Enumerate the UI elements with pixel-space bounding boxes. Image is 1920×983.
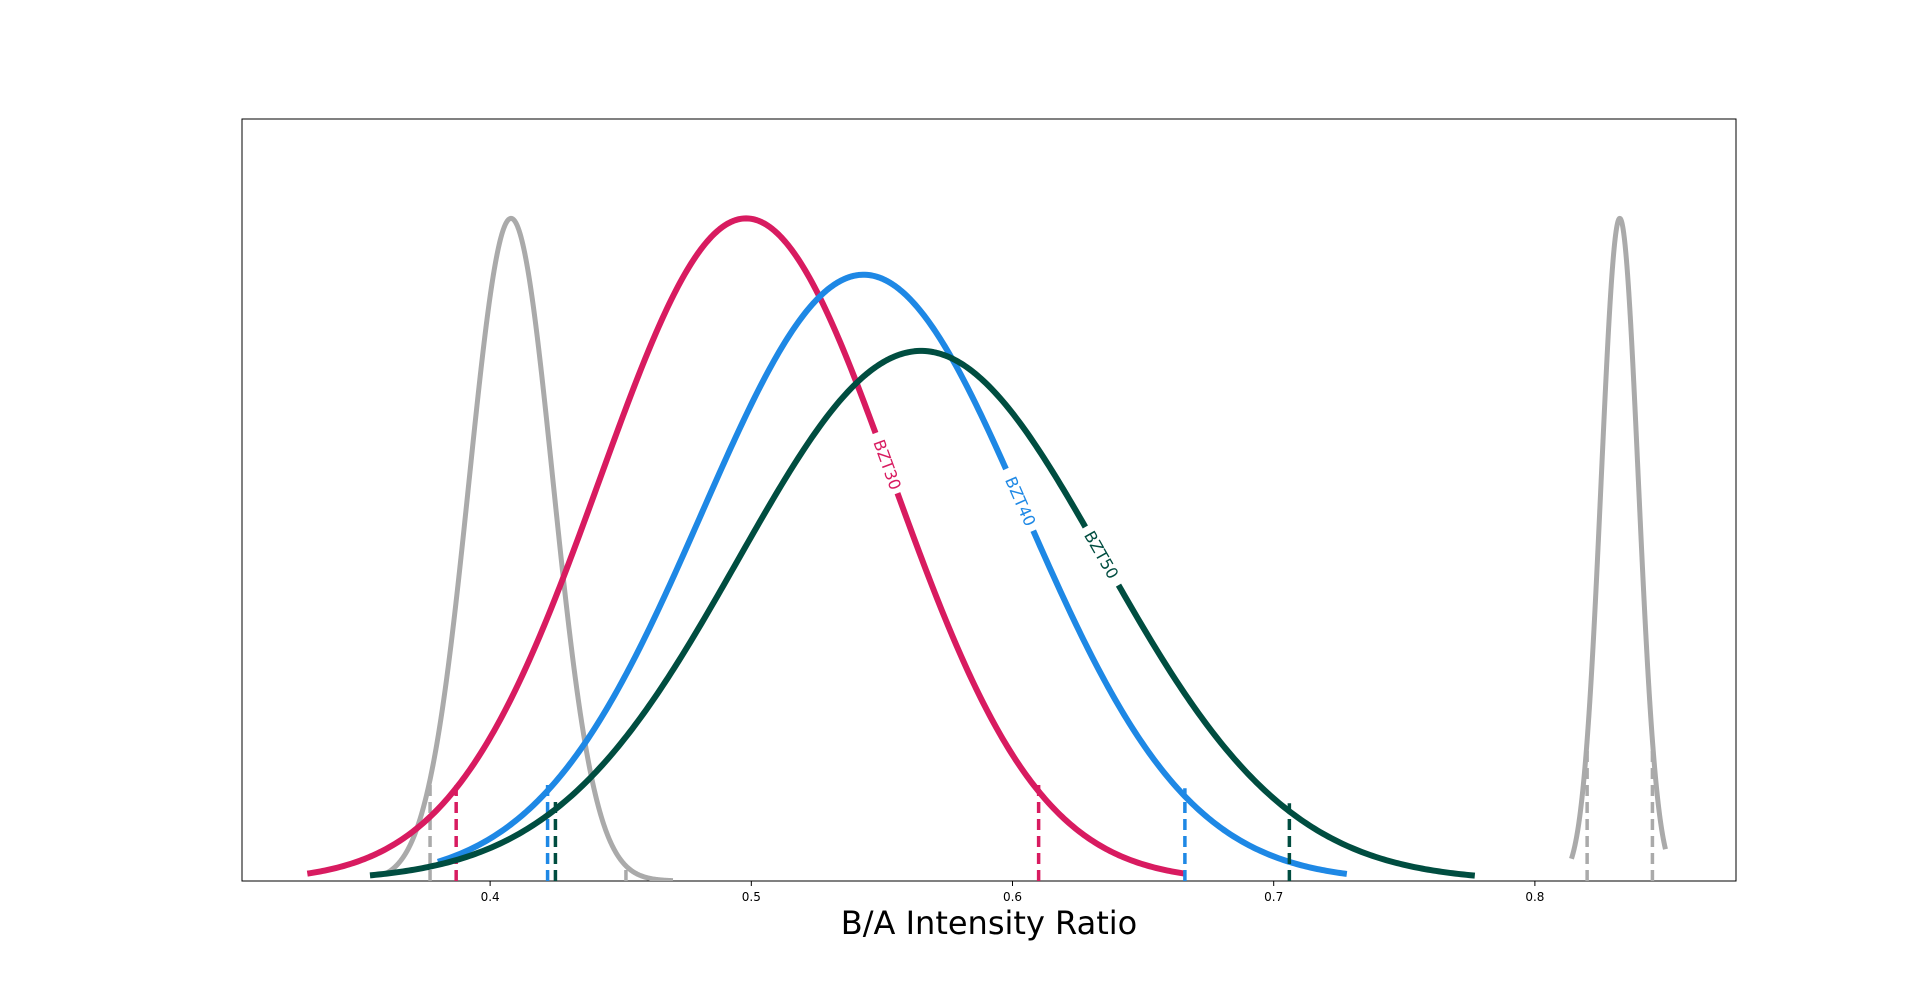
series-line	[369, 347, 1088, 879]
axes	[241, 118, 1737, 882]
x-axis-title: B/A Intensity Ratio	[841, 904, 1137, 942]
series-line	[1030, 529, 1348, 877]
series-line	[894, 492, 1186, 877]
curve-label: BZT30	[869, 437, 905, 492]
series-line	[1115, 583, 1476, 879]
x-tick-label: 0.6	[1003, 890, 1022, 904]
x-axis: 0.4 0.5 0.6 0.7 0.8	[481, 881, 1544, 904]
plot-frame	[241, 118, 1737, 882]
curve-label: BZT50	[1080, 528, 1122, 583]
series-bzt50: BZT50	[369, 347, 1476, 881]
series-line	[436, 271, 1009, 865]
x-tick-label: 0.8	[1525, 890, 1544, 904]
reference-curve	[1569, 215, 1668, 861]
curve-label: BZT40	[1001, 474, 1039, 529]
x-tick-label: 0.7	[1264, 890, 1283, 904]
series-line	[306, 215, 879, 877]
reference-curves	[383, 215, 1668, 881]
series-curves: BZT30 BZT40 BZT50	[306, 215, 1476, 881]
reference-curve	[383, 215, 675, 881]
x-tick-label: 0.4	[481, 890, 500, 904]
x-tick-label: 0.5	[742, 890, 761, 904]
